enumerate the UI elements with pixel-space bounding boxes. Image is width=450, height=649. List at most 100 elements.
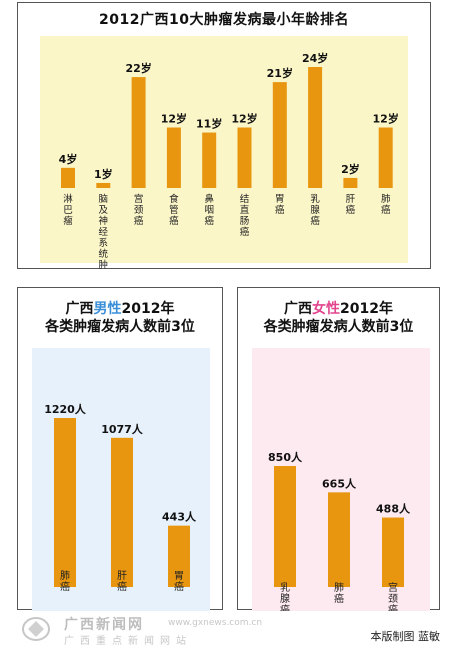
data-label: 443人 (162, 510, 197, 524)
bar (168, 525, 190, 587)
category-label: 乳腺癌 (280, 581, 290, 611)
category-label: 乳腺癌 (310, 193, 320, 227)
title-suffix: 2012年 (340, 301, 393, 317)
title-suffix: 2012年 (121, 301, 175, 317)
bar (61, 167, 75, 188)
category-label: 宫颈癌 (388, 581, 398, 611)
plot-background (40, 36, 408, 263)
svg-text:宫: 宫 (388, 581, 398, 594)
bar (274, 466, 296, 587)
svg-text:管: 管 (169, 204, 179, 216)
svg-text:癌: 癌 (134, 215, 144, 227)
svg-text:肿: 肿 (99, 259, 109, 270)
svg-text:癌: 癌 (310, 215, 320, 227)
svg-text:癌: 癌 (280, 603, 290, 611)
svg-text:统: 统 (99, 248, 109, 260)
svg-text:癌: 癌 (381, 204, 391, 216)
category-label: 胃癌 (275, 194, 285, 216)
bar (166, 127, 181, 188)
chart-title: 广西男性2012年 各类肿瘤发病人数前3位 (18, 300, 222, 336)
chart-panel-male: 广西男性2012年 各类肿瘤发病人数前3位 1220人肺癌 1077人肝癌 443人… (17, 287, 223, 611)
svg-text:脑: 脑 (99, 193, 109, 205)
watermark-tagline: 广西重点新闻网站 (64, 636, 192, 647)
watermark-url: www.gxnews.com.cn (168, 618, 263, 628)
data-label: 12岁 (373, 112, 399, 126)
data-label: 2岁 (341, 162, 360, 176)
data-label: 21岁 (267, 66, 293, 80)
svg-text:胃: 胃 (275, 194, 285, 205)
data-label: 22岁 (125, 61, 151, 75)
data-label: 11岁 (196, 117, 222, 131)
svg-text:神: 神 (99, 215, 109, 227)
data-label: 1岁 (94, 167, 113, 181)
bar (272, 82, 287, 188)
category-label: 肝癌 (346, 194, 356, 216)
svg-text:癌: 癌 (334, 592, 344, 605)
chart-panel-female: 广西女性2012年 各类肿瘤发病人数前3位 850人乳腺癌 665人肺癌 488人宫… (237, 287, 440, 611)
bar (54, 418, 76, 587)
watermark-name: 广西新闻网 (64, 617, 144, 633)
svg-text:结: 结 (240, 193, 250, 205)
svg-text:经: 经 (99, 226, 109, 238)
svg-text:咽: 咽 (204, 205, 214, 216)
credit-text: 本版制图 蓝敏 (370, 630, 441, 643)
bar (131, 77, 146, 188)
title-prefix: 广西 (65, 301, 94, 317)
svg-text:颈: 颈 (134, 205, 144, 216)
svg-text:癌: 癌 (204, 215, 214, 227)
category-label: 宫颈癌 (134, 193, 144, 227)
chart-title: 广西女性2012年 各类肿瘤发病人数前3位 (238, 300, 439, 336)
bar (202, 132, 217, 188)
svg-text:胃: 胃 (174, 570, 184, 582)
svg-text:肺: 肺 (334, 582, 344, 594)
category-label: 肺癌 (381, 194, 391, 216)
category-label: 鼻咽癌 (204, 193, 214, 227)
data-label: 4岁 (59, 152, 78, 166)
bar (343, 177, 358, 188)
data-label: 850人 (268, 450, 303, 464)
svg-text:淋: 淋 (63, 193, 73, 205)
bar (308, 67, 323, 188)
svg-text:及: 及 (99, 205, 109, 216)
category-label: 肺癌 (60, 570, 70, 593)
svg-text:肠: 肠 (240, 216, 250, 227)
svg-text:系: 系 (99, 238, 109, 249)
svg-text:肝: 肝 (346, 194, 356, 205)
data-label: 12岁 (231, 112, 257, 126)
bar (382, 517, 404, 587)
svg-text:腺: 腺 (310, 204, 320, 216)
title-highlight-male: 男性 (93, 301, 122, 317)
svg-text:乳: 乳 (280, 581, 290, 594)
svg-text:癌: 癌 (174, 580, 184, 593)
bar (378, 127, 393, 188)
footer: 广西新闻网 www.gxnews.com.cn 广西重点新闻网站 本版制图 蓝敏 (0, 612, 450, 649)
svg-text:鼻: 鼻 (204, 193, 214, 205)
news-logo-icon (22, 617, 50, 641)
svg-text:肺: 肺 (381, 194, 391, 205)
bar (96, 182, 111, 188)
data-label: 12岁 (161, 112, 187, 126)
bar (328, 492, 350, 587)
svg-text:肝: 肝 (117, 570, 127, 582)
svg-text:瘤: 瘤 (63, 215, 73, 227)
svg-text:巴: 巴 (63, 205, 73, 216)
data-label: 665人 (322, 476, 357, 490)
chart-panel-min-age: 2012广西10大肿瘤发病最小年龄排名 4岁淋巴瘤1岁脑及神经系统肿瘤22岁宫颈… (17, 2, 431, 270)
bar (237, 127, 252, 188)
title-highlight-female: 女性 (312, 301, 341, 317)
category-label: 肺癌 (334, 582, 344, 605)
svg-text:癌: 癌 (346, 204, 356, 216)
data-label: 488人 (376, 502, 411, 516)
watermark: 广西新闻网 www.gxnews.com.cn 广西重点新闻网站 (18, 614, 268, 647)
svg-text:乳: 乳 (310, 193, 320, 205)
svg-text:肺: 肺 (60, 570, 70, 582)
svg-text:癌: 癌 (388, 603, 398, 611)
data-label: 1220人 (44, 402, 87, 416)
title-line2: 各类肿瘤发病人数前3位 (263, 319, 414, 335)
category-label: 脑及神经系统肿瘤 (99, 193, 109, 270)
svg-text:宫: 宫 (134, 193, 144, 205)
min-age-bar-chart: 4岁淋巴瘤1岁脑及神经系统肿瘤22岁宫颈癌12岁食管癌11岁鼻咽癌12岁结直肠癌… (40, 36, 408, 270)
category-label: 淋巴瘤 (63, 193, 73, 227)
svg-text:颈: 颈 (388, 593, 398, 605)
